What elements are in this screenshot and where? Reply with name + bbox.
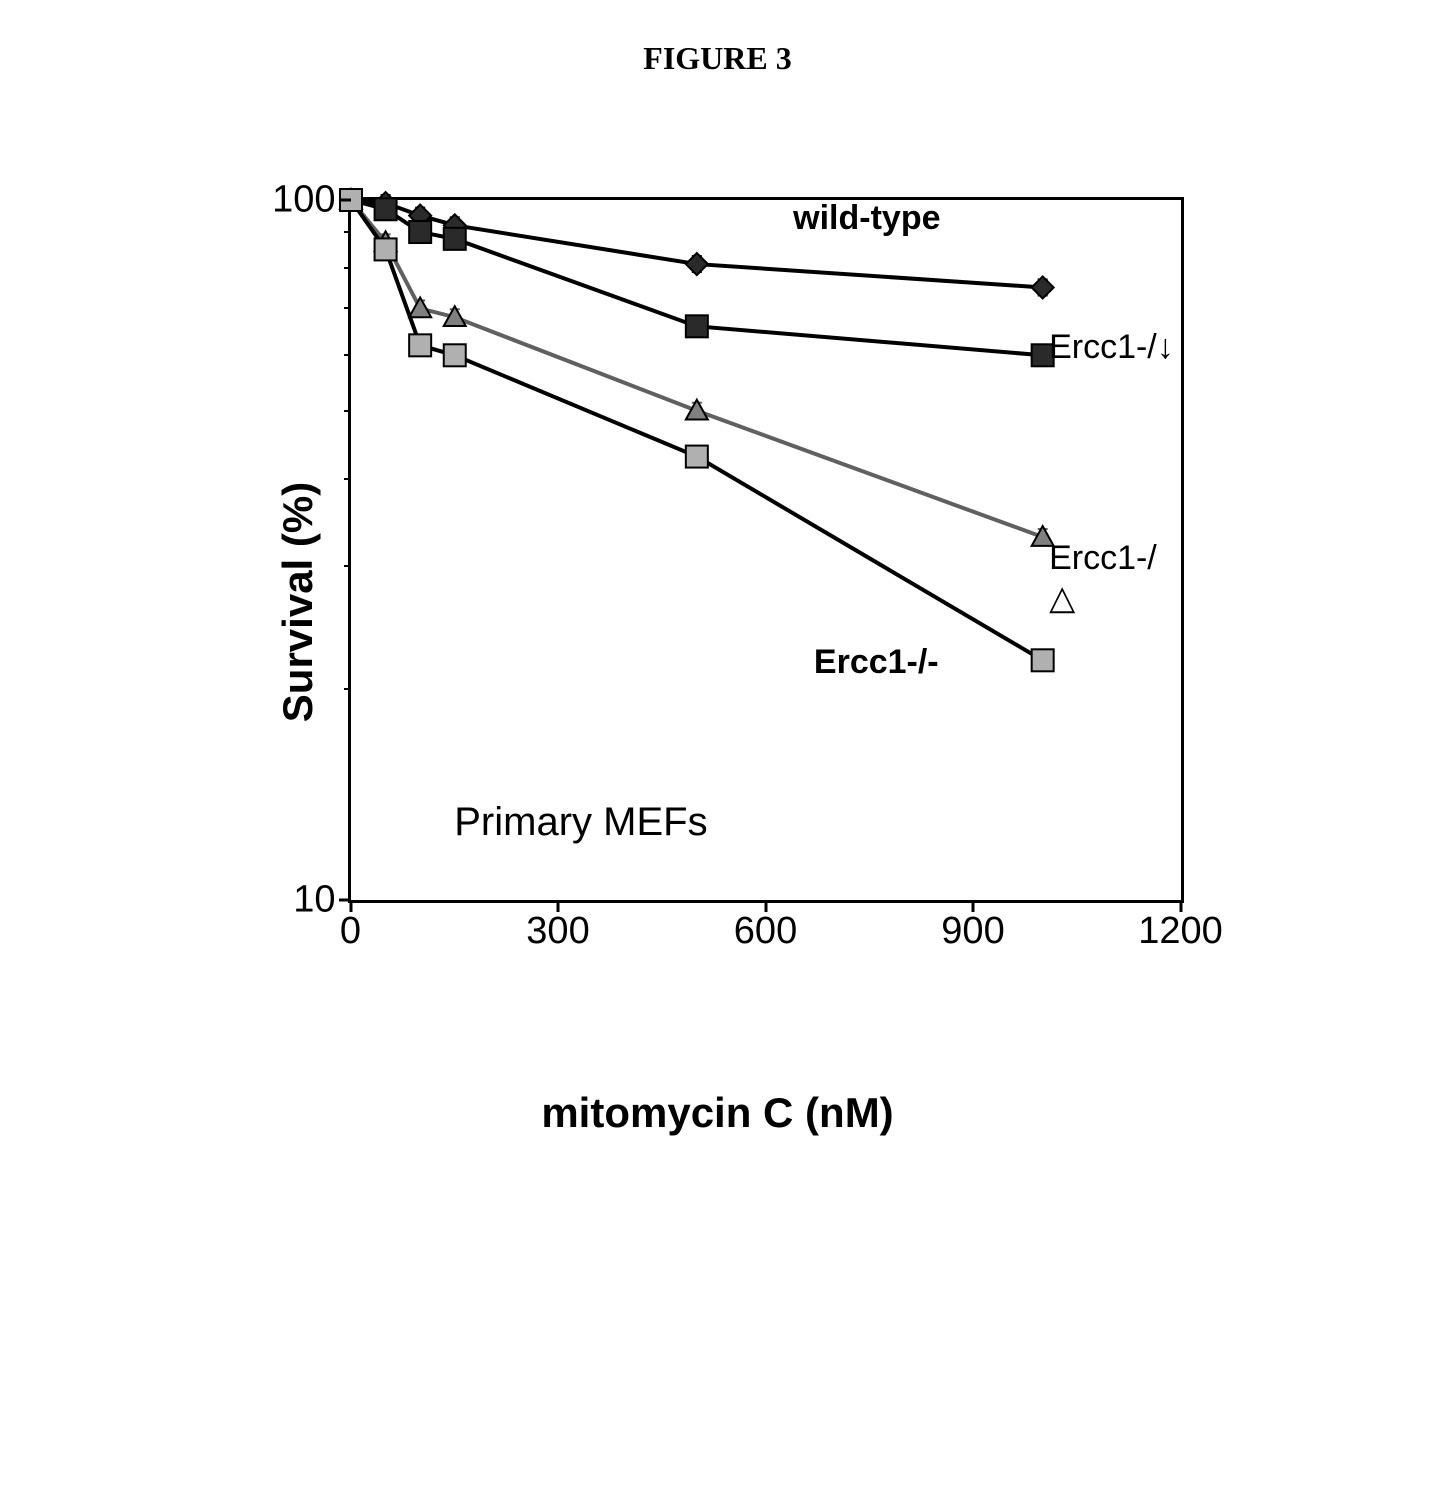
x-axis-label: mitomycin C (nM) [541, 1089, 893, 1137]
marker-ercc1-arrow [409, 221, 431, 243]
x-tick-label: 1200 [1138, 910, 1223, 953]
y-minor-tick [344, 307, 351, 309]
inner-annotation: Primary MEFs [454, 800, 707, 845]
marker-wild-type [1031, 276, 1053, 298]
series-label-ercc1-minus: Ercc1-/- [814, 643, 939, 682]
marker-ercc1-minus [685, 446, 707, 468]
y-minor-tick [344, 478, 351, 480]
marker-ercc1-delta [409, 297, 431, 317]
plot-area: 0300600900120010100wild-typeErcc1-/↓Ercc… [348, 197, 1184, 903]
x-tick-label: 600 [734, 910, 797, 953]
y-tick-label: 10 [293, 879, 335, 922]
series-label-ercc1-delta: Ercc1-/△ [1049, 539, 1180, 618]
marker-ercc1-minus [1031, 649, 1053, 671]
y-tick-label: 100 [272, 179, 335, 222]
y-axis-label: Survival (%) [274, 482, 322, 722]
marker-ercc1-arrow [443, 228, 465, 250]
y-tick-mark [339, 899, 351, 902]
x-tick-label: 900 [941, 910, 1004, 953]
y-minor-tick [344, 267, 351, 269]
figure-container: FIGURE 3 Survival (%) mitomycin C (nM) 0… [43, 40, 1393, 1027]
y-minor-tick [344, 688, 351, 690]
y-minor-tick [344, 354, 351, 356]
figure-title: FIGURE 3 [43, 40, 1393, 77]
y-minor-tick [344, 565, 351, 567]
x-tick-label: 0 [340, 910, 361, 953]
marker-ercc1-minus [409, 334, 431, 356]
y-minor-tick [344, 231, 351, 233]
series-label-wild-type: wild-type [793, 199, 940, 238]
marker-ercc1-arrow [374, 198, 396, 220]
x-tick-label: 300 [526, 910, 589, 953]
chart-wrapper: Survival (%) mitomycin C (nM) 0300600900… [218, 177, 1218, 1027]
marker-ercc1-arrow [685, 315, 707, 337]
y-minor-tick [344, 410, 351, 412]
marker-ercc1-minus [374, 238, 396, 260]
marker-wild-type [685, 253, 707, 275]
series-label-ercc1-arrow: Ercc1-/↓ [1049, 328, 1174, 367]
marker-ercc1-minus [443, 344, 465, 366]
y-tick-mark [339, 199, 351, 202]
